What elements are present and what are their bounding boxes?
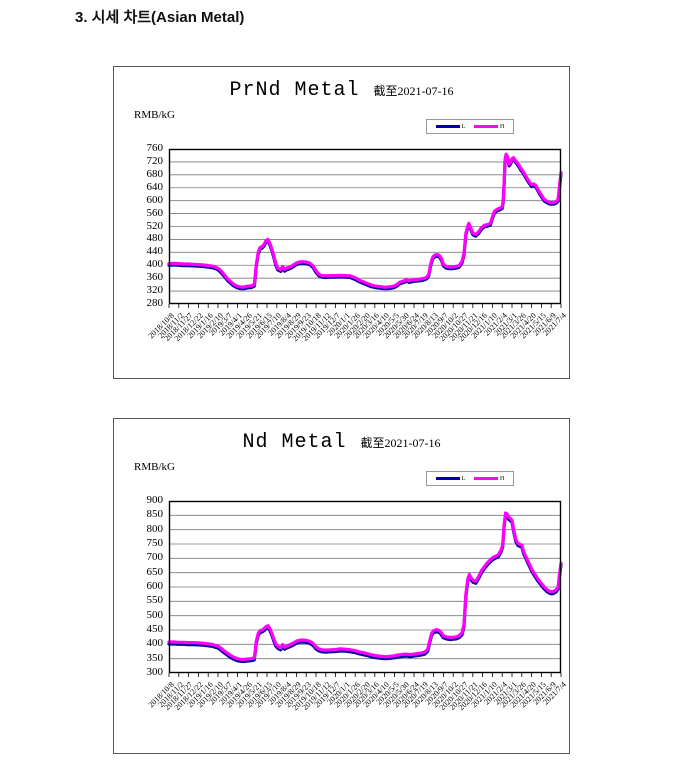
legend-label-high: H	[499, 123, 505, 130]
plot-border	[168, 148, 562, 305]
prnd-metal-chart-panel: PrNd Metal 截至2021-07-16 RMB/kG L H 760 72…	[113, 66, 570, 379]
y-axis-label: 850	[146, 508, 164, 521]
y-axis-label: 650	[146, 565, 164, 578]
high-line-swatch	[473, 125, 498, 128]
plot-canvas	[167, 500, 563, 677]
y-axis-label: 360	[146, 271, 164, 284]
legend-label-high: H	[499, 475, 505, 482]
y-axis-label: 440	[146, 245, 164, 258]
prnd-plot-area: 760 720 680 640 600 560 520 480 440 400 360 320 280 2…	[146, 142, 567, 343]
y-axis-label: 680	[146, 167, 164, 180]
legend-box: L H	[426, 471, 514, 486]
legend-label-low: L	[461, 475, 466, 482]
y-axis-label: 320	[146, 284, 164, 297]
legend-label-low: L	[461, 123, 466, 130]
chart-title: PrNd Metal	[229, 79, 360, 102]
price-line-h	[167, 511, 563, 662]
y-axis-label: 560	[146, 206, 164, 219]
y-axis-unit-label: RMB/kG	[134, 461, 175, 473]
chart-subtitle: 截至2021-07-16	[360, 436, 441, 450]
legend-item-high: H	[473, 123, 505, 130]
y-axis-label: 450	[146, 623, 164, 635]
low-line-swatch	[435, 125, 460, 128]
y-axis-unit-label: RMB/kG	[134, 109, 175, 121]
y-axis-label: 900	[146, 494, 164, 506]
y-axis-label: 400	[146, 258, 164, 271]
legend-item-high: H	[473, 475, 505, 482]
y-axis-label: 700	[146, 551, 164, 564]
y-axis-label: 600	[146, 580, 164, 592]
price-line-h	[167, 152, 563, 289]
plot-border	[168, 500, 562, 674]
legend-box: L H	[426, 119, 514, 134]
y-axis-label: 520	[146, 219, 164, 232]
y-axis-label: 480	[146, 232, 164, 245]
nd-plot-area: 900 850 800 750 700 650 600 550 500 450 400 350 300 2…	[146, 494, 567, 712]
legend-item-low: L	[435, 475, 466, 482]
page-title: 3. 시세 차트(Asian Metal)	[75, 9, 245, 26]
y-axis-label: 600	[146, 193, 164, 206]
y-axis-label: 300	[146, 666, 164, 678]
y-axis-label: 350	[146, 651, 164, 664]
chart-title: Nd Metal	[242, 431, 347, 454]
nd-metal-chart-panel: Nd Metal 截至2021-07-16 RMB/kG L H 900 850 8…	[113, 418, 570, 754]
y-axis-label: 280	[146, 297, 164, 309]
chart-header: PrNd Metal 截至2021-07-16	[114, 79, 569, 102]
y-axis-label: 800	[146, 522, 164, 535]
y-axis-label: 750	[146, 537, 164, 549]
low-line-swatch	[435, 477, 460, 480]
y-axis-label: 400	[146, 637, 164, 650]
high-line-swatch	[473, 477, 498, 480]
legend-item-low: L	[435, 123, 466, 130]
y-axis-label: 550	[146, 594, 164, 607]
chart-subtitle: 截至2021-07-16	[373, 84, 454, 98]
price-line-l	[167, 154, 563, 291]
y-axis-label: 500	[146, 608, 164, 621]
plot-canvas	[167, 148, 563, 308]
y-axis-label: 720	[146, 154, 164, 167]
chart-header: Nd Metal 截至2021-07-16	[114, 431, 569, 454]
y-axis-label: 640	[146, 180, 164, 193]
y-axis-label: 760	[146, 142, 164, 154]
